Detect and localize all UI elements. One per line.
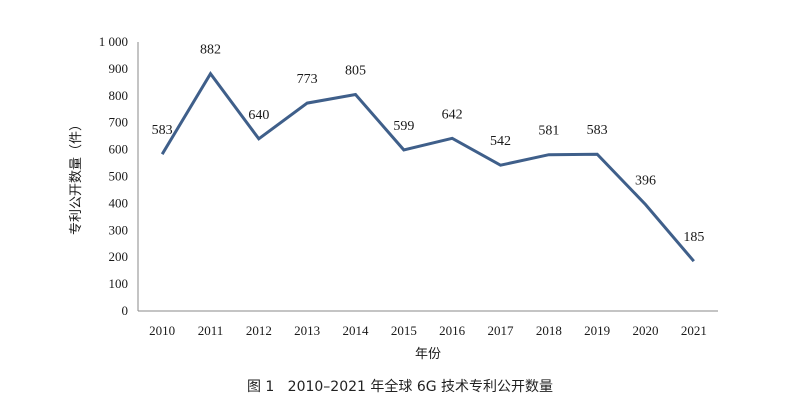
- y-tick-label: 0: [122, 303, 129, 318]
- data-label: 640: [248, 108, 269, 123]
- y-tick-label: 800: [109, 88, 129, 103]
- y-tick-label: 600: [109, 142, 129, 157]
- x-tick-label: 2021: [681, 323, 707, 338]
- x-tick-label: 2017: [488, 323, 515, 338]
- y-tick-label: 1 000: [99, 34, 128, 49]
- series-line-group: [160, 71, 695, 263]
- data-label: 805: [345, 63, 366, 78]
- y-tick-label: 200: [109, 249, 129, 264]
- data-label: 396: [635, 173, 656, 188]
- series-line: [160, 71, 695, 263]
- y-axis-title: 专利公开数量（件）: [69, 118, 84, 235]
- y-tick-label: 700: [109, 115, 129, 130]
- data-label: 642: [442, 107, 463, 122]
- y-tick-label: 400: [109, 195, 129, 210]
- data-label: 583: [152, 123, 173, 138]
- data-label: 583: [587, 123, 608, 138]
- figure-caption-text: 2010–2021 年全球 6G 技术专利公开数量: [287, 379, 554, 395]
- figure-caption-label: 图 1: [246, 379, 275, 395]
- x-tick-label: 2012: [246, 323, 272, 338]
- data-label: 581: [538, 124, 559, 139]
- y-tick-label: 100: [109, 276, 129, 291]
- x-tick-label: 2011: [198, 323, 224, 338]
- x-tick-label: 2018: [536, 323, 562, 338]
- x-axis: 2010 2011 2012 2013 2014 2015 2016 2017 2018 2019…: [138, 310, 718, 338]
- figure-caption: 图 1 2010–2021 年全球 6G 技术专利公开数量: [0, 376, 800, 396]
- y-tick-label: 500: [109, 169, 129, 184]
- x-tick-label: 2019: [584, 323, 610, 338]
- data-label: 773: [297, 72, 318, 87]
- data-label-group: 583 882 640 773 805 599 642 542 581 583 396 185: [152, 43, 705, 245]
- x-axis-title: 年份: [415, 347, 441, 362]
- y-tick-label: 300: [109, 222, 129, 237]
- x-tick-label: 2020: [633, 323, 659, 338]
- x-tick-label: 2010: [149, 323, 175, 338]
- x-tick-label: 2014: [343, 323, 370, 338]
- x-tick-label: 2016: [439, 323, 466, 338]
- y-tick-label: 900: [109, 61, 129, 76]
- x-tick-label: 2013: [294, 323, 320, 338]
- data-label: 882: [200, 43, 221, 58]
- data-label: 599: [393, 119, 414, 134]
- data-label: 185: [683, 230, 704, 245]
- data-label: 542: [490, 134, 511, 149]
- x-tick-label: 2015: [391, 323, 417, 338]
- y-axis: 0 100 200 300 400 500 600 700 800 900 1 000: [99, 34, 139, 318]
